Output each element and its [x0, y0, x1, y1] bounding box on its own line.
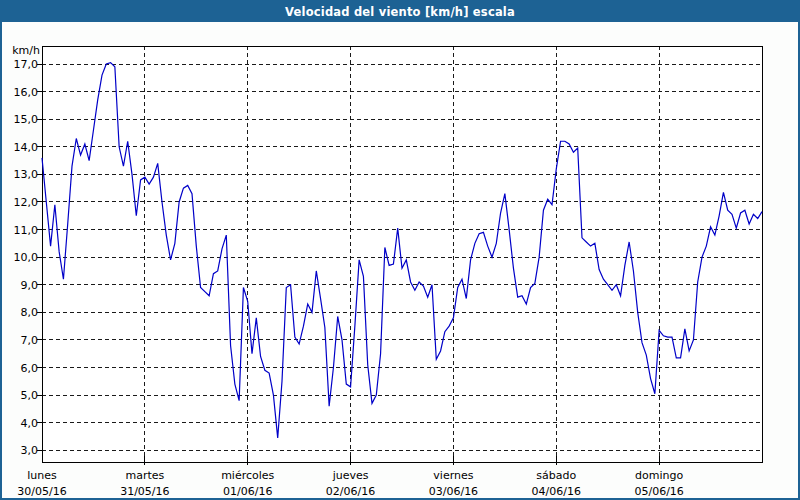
x-day-label: sábado [536, 469, 576, 482]
x-date-label: 30/05/16 [17, 485, 66, 498]
x-day-label: martes [125, 469, 164, 482]
y-tick-label: 15,0 [14, 113, 39, 126]
y-tick-label: 7,0 [21, 334, 39, 347]
x-day-label: jueves [332, 469, 369, 482]
y-tick-label: 17,0 [14, 58, 39, 71]
y-tick-label: 5,0 [21, 389, 39, 402]
y-tick-label: 8,0 [21, 306, 39, 319]
y-tick-label: 12,0 [14, 196, 39, 209]
x-date-label: 31/05/16 [120, 485, 169, 498]
x-date-label: 02/06/16 [326, 485, 375, 498]
chart-area: 17,0 16,0 15,0 14,0 13,0 12,0 11,0 10,0 9,0 8,0 7,… [2, 22, 798, 498]
x-date-label: 03/06/16 [429, 485, 478, 498]
wind-speed-chart-window: Velocidad del viento [km/h] escala 17,01… [0, 0, 800, 500]
y-tick-label: 14,0 [14, 141, 39, 154]
x-day-label: lunes [27, 469, 57, 482]
y-axis-unit-label: km/h [12, 44, 40, 57]
y-tick-label: 4,0 [21, 417, 39, 430]
wind-speed-line-chart: 17,0 16,0 15,0 14,0 13,0 12,0 11,0 10,0 9,0 8,0 7,… [2, 22, 800, 500]
x-date-label: 05/06/16 [634, 485, 683, 498]
plot-background [42, 46, 762, 462]
y-tick-label: 10,0 [14, 251, 39, 264]
chart-title: Velocidad del viento [km/h] escala [285, 5, 515, 19]
x-day-label: domingo [635, 469, 683, 482]
y-tick-label: 11,0 [14, 224, 39, 237]
x-date-label: 04/06/16 [532, 485, 581, 498]
title-bar: Velocidad del viento [km/h] escala [2, 2, 798, 22]
y-tick-label: 6,0 [21, 362, 39, 375]
y-tick-label: 9,0 [21, 279, 39, 292]
y-tick-label: 3,0 [21, 444, 39, 457]
x-date-label: 01/06/16 [223, 485, 272, 498]
x-day-label: miércoles [221, 469, 274, 482]
y-tick-label: 13,0 [14, 168, 39, 181]
x-day-label: viernes [433, 469, 473, 482]
y-tick-label: 16,0 [14, 86, 39, 99]
